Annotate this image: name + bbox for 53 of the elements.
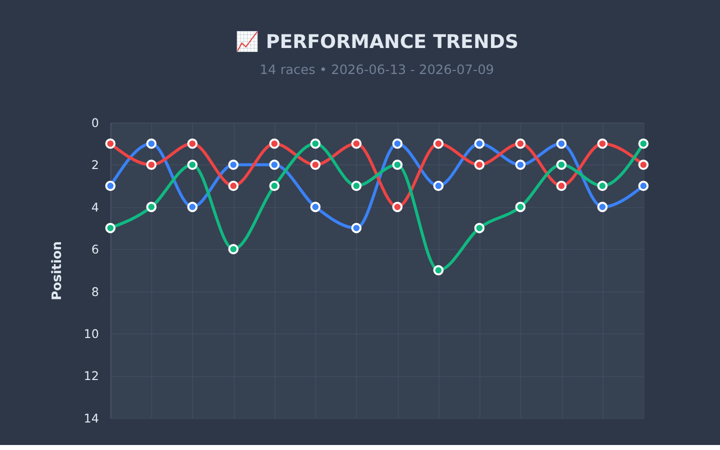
- point: [474, 160, 485, 170]
- point: [351, 180, 362, 191]
- point: [146, 138, 157, 149]
- y-tick-label: 12: [84, 369, 99, 384]
- point: [228, 244, 239, 254]
- point: [556, 180, 567, 191]
- point: [556, 138, 567, 149]
- point: [269, 138, 280, 149]
- point: [515, 138, 526, 149]
- y-tick-label: 8: [91, 284, 99, 299]
- y-axis-title: Position: [50, 241, 65, 300]
- point: [351, 138, 362, 149]
- y-tick-label: 10: [84, 327, 99, 341]
- point: [105, 222, 116, 234]
- point: [187, 138, 198, 149]
- point: [474, 138, 485, 149]
- point: [638, 138, 649, 149]
- point: [638, 180, 649, 191]
- point: [269, 180, 280, 191]
- point: [310, 138, 321, 149]
- point: [597, 138, 608, 149]
- point: [597, 202, 608, 212]
- point: [515, 160, 526, 170]
- point: [638, 160, 649, 170]
- point: [105, 180, 116, 191]
- point: [392, 202, 403, 212]
- point: [146, 202, 157, 212]
- point: [433, 265, 444, 276]
- point: [269, 160, 280, 170]
- point: [433, 180, 444, 191]
- point: [228, 160, 239, 170]
- point: [392, 160, 403, 170]
- point: [433, 138, 444, 149]
- point: [351, 222, 362, 234]
- point: [474, 222, 485, 234]
- point: [228, 180, 239, 191]
- point: [392, 138, 403, 149]
- point: [597, 180, 608, 191]
- y-tick-label: 4: [91, 200, 99, 214]
- point: [310, 160, 321, 170]
- y-tick-label: 0: [91, 116, 99, 130]
- point: [515, 202, 526, 212]
- point: [310, 202, 321, 212]
- point: [146, 160, 157, 170]
- point: [187, 202, 198, 212]
- y-tick-label: 6: [91, 242, 99, 257]
- point: [187, 160, 198, 170]
- point: [556, 160, 567, 170]
- chart-title: 📈 PERFORMANCE TRENDS: [235, 30, 518, 53]
- chart-subtitle: 14 races • 2026-06-13 - 2026-07-09: [260, 62, 494, 78]
- point: [105, 138, 116, 149]
- y-tick-label: 14: [84, 411, 99, 426]
- y-tick-label: 2: [91, 158, 99, 172]
